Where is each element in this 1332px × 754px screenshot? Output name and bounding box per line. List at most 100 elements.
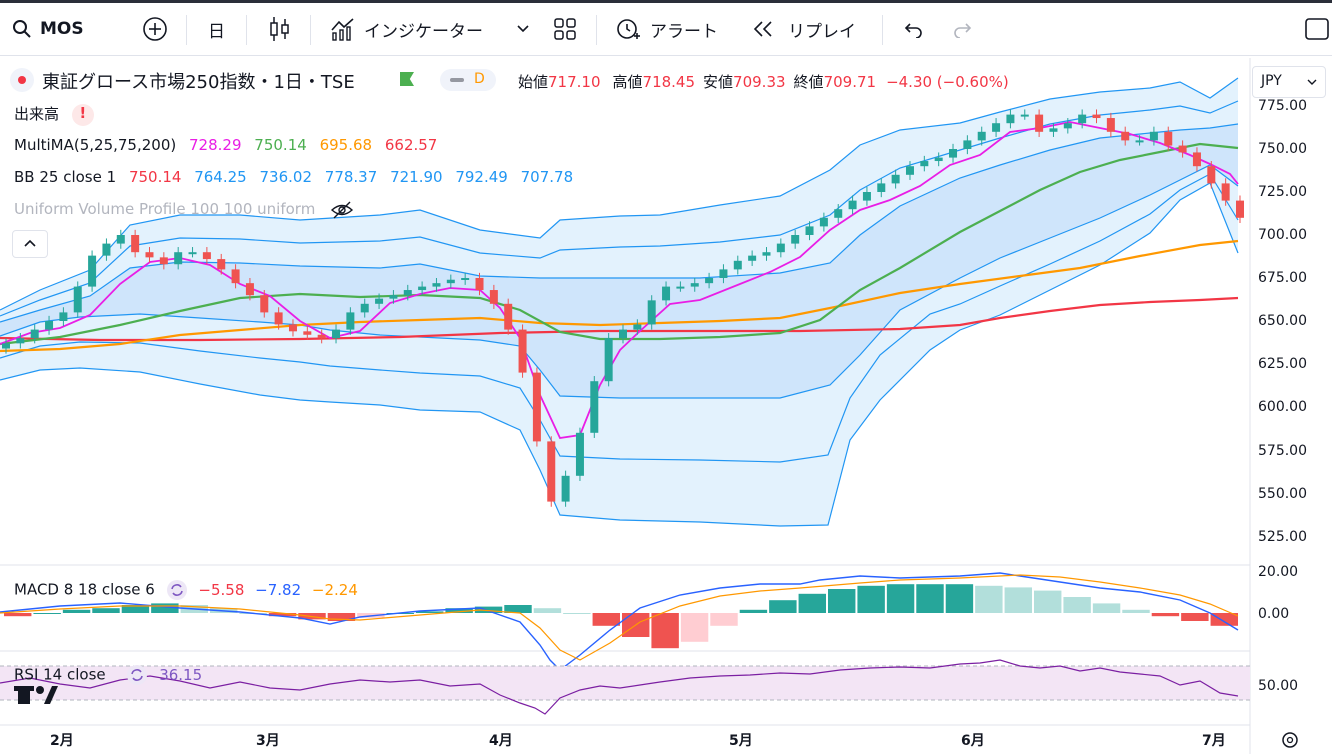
candle-body bbox=[1078, 114, 1087, 124]
macd-histogram-bar bbox=[4, 613, 32, 617]
macd-histogram-bar bbox=[1092, 603, 1121, 613]
alarm-clock-icon bbox=[617, 19, 640, 39]
price-tick: 600.00 bbox=[1258, 399, 1307, 415]
candle-body bbox=[1006, 114, 1015, 124]
candle-body bbox=[2, 343, 10, 349]
macd-histogram bbox=[4, 584, 1238, 649]
chart-type-button[interactable] bbox=[268, 3, 292, 55]
indicators-button[interactable]: インジケーター bbox=[330, 3, 483, 55]
candle-body bbox=[131, 235, 140, 253]
delay-badge[interactable]: D bbox=[440, 69, 496, 91]
candle-body bbox=[1092, 114, 1101, 119]
interval-label: 日 bbox=[208, 21, 225, 42]
bb-name: BB 25 close 1 bbox=[14, 168, 117, 186]
volume-profile-legend[interactable]: Uniform Volume Profile 100 100 uniform bbox=[14, 200, 354, 219]
symbol-header: 東証グロース市場250指数・1日・TSE D 始値717.10 高値718.45 安… bbox=[0, 62, 1250, 98]
alert-button[interactable]: アラート bbox=[614, 3, 718, 55]
candle-body bbox=[561, 475, 570, 502]
search-icon bbox=[13, 20, 31, 38]
price-tick: 725.00 bbox=[1258, 184, 1307, 200]
candle-body bbox=[461, 278, 470, 280]
price-tick: 775.00 bbox=[1258, 98, 1307, 114]
volume-legend[interactable]: 出来高 ! bbox=[14, 103, 94, 126]
price-axis[interactable]: 775.00 750.00 725.00 700.00 675.00 650.0… bbox=[1258, 98, 1307, 694]
refresh-icon[interactable] bbox=[166, 579, 188, 601]
toolbar-divider bbox=[310, 15, 311, 45]
macd-histogram-bar bbox=[92, 608, 120, 613]
candle-body bbox=[1192, 152, 1201, 167]
macd-legend[interactable]: MACD 8 18 close 6 −5.58 −7.82 −2.24 bbox=[14, 579, 358, 601]
tradingview-logo[interactable] bbox=[14, 686, 58, 704]
candle-body bbox=[920, 161, 929, 167]
candle-body bbox=[145, 252, 154, 258]
candle-body bbox=[619, 329, 627, 339]
interval-button[interactable]: 日 bbox=[208, 3, 225, 55]
compare-button[interactable] bbox=[142, 3, 168, 55]
warning-icon[interactable]: ! bbox=[71, 103, 94, 126]
candle-body bbox=[532, 372, 541, 442]
bb-legend[interactable]: BB 25 close 1 750.14 764.25 736.02 778.3… bbox=[14, 168, 573, 186]
candle-body bbox=[733, 260, 742, 270]
macd-histogram-bar bbox=[504, 605, 532, 613]
time-tick: 3月 bbox=[256, 733, 280, 749]
delay-label: D bbox=[474, 71, 485, 87]
candle-body bbox=[102, 243, 111, 256]
indicators-label: インジケーター bbox=[364, 21, 483, 42]
macd-histogram-bar bbox=[1034, 590, 1062, 613]
macd-histogram-bar bbox=[1122, 609, 1150, 613]
candle-body bbox=[59, 312, 68, 321]
collapse-legend-button[interactable] bbox=[12, 230, 48, 258]
layouts-button[interactable] bbox=[553, 3, 577, 55]
ma75-value: 695.68 bbox=[319, 136, 373, 154]
bb-value: 721.90 bbox=[390, 168, 443, 186]
ma25-value: 750.14 bbox=[254, 136, 307, 154]
settings-gear-icon[interactable] bbox=[1282, 732, 1298, 748]
candle-body bbox=[992, 123, 1001, 132]
ohlc-values: 始値717.10 高値718.45 安値709.33 終値709.71 −4.30 (−… bbox=[518, 71, 1009, 92]
candle-body bbox=[418, 286, 427, 291]
price-tick: 675.00 bbox=[1258, 270, 1307, 286]
macd-histogram-bar bbox=[563, 613, 591, 614]
candle-body bbox=[188, 252, 197, 255]
eye-hidden-icon[interactable] bbox=[330, 201, 354, 219]
window-top-border bbox=[0, 0, 1332, 3]
fullscreen-button[interactable] bbox=[1304, 3, 1330, 55]
low-value: 709.33 bbox=[733, 73, 786, 91]
macd-histogram-bar bbox=[798, 593, 826, 613]
candle-body bbox=[202, 252, 211, 260]
candle-body bbox=[303, 331, 312, 335]
ma-legend[interactable]: MultiMA(5,25,75,200) 728.29 750.14 695.6… bbox=[14, 136, 437, 154]
macd-histogram-bar bbox=[121, 605, 150, 613]
candle-body bbox=[159, 257, 168, 265]
candle-body bbox=[819, 217, 828, 227]
market-status-dot-wrap[interactable] bbox=[10, 68, 34, 92]
replay-label: リプレイ bbox=[788, 21, 856, 42]
refresh-icon[interactable] bbox=[126, 664, 148, 686]
currency-select[interactable]: JPY bbox=[1252, 66, 1326, 98]
bb-value: 792.49 bbox=[455, 168, 508, 186]
candle-body bbox=[1221, 183, 1230, 201]
rsi-legend[interactable]: RSI 14 close 36.15 bbox=[14, 664, 202, 686]
macd-histogram-bar bbox=[710, 613, 738, 626]
chevron-down-icon bbox=[517, 25, 529, 33]
macd-histogram-bar bbox=[739, 609, 768, 613]
candle-body bbox=[949, 149, 958, 158]
macd-name: MACD 8 18 close 6 bbox=[14, 580, 155, 599]
candle-body bbox=[1121, 131, 1130, 141]
replay-button[interactable]: リプレイ bbox=[752, 3, 856, 55]
chevron-up-icon bbox=[24, 239, 36, 247]
flag-icon[interactable] bbox=[400, 72, 414, 86]
grid-icon bbox=[554, 18, 576, 40]
candlestick-series bbox=[2, 109, 1244, 507]
redo-button[interactable] bbox=[952, 3, 974, 55]
chart-canvas[interactable]: 775.00 750.00 725.00 700.00 675.00 650.0… bbox=[0, 58, 1332, 754]
indicators-dropdown[interactable] bbox=[516, 3, 530, 55]
candle-body bbox=[705, 278, 714, 284]
symbol-search[interactable]: MOS bbox=[12, 3, 84, 55]
top-toolbar: MOS 日 インジケーター アラート リプレイ bbox=[0, 3, 1332, 56]
redo-icon bbox=[954, 23, 972, 38]
undo-button[interactable] bbox=[902, 3, 924, 55]
candle-body bbox=[73, 286, 82, 313]
time-axis[interactable]: 2月 3月 4月 5月 6月 7月 bbox=[50, 733, 1226, 749]
symbol-title[interactable]: 東証グロース市場250指数・1日・TSE bbox=[42, 72, 355, 93]
